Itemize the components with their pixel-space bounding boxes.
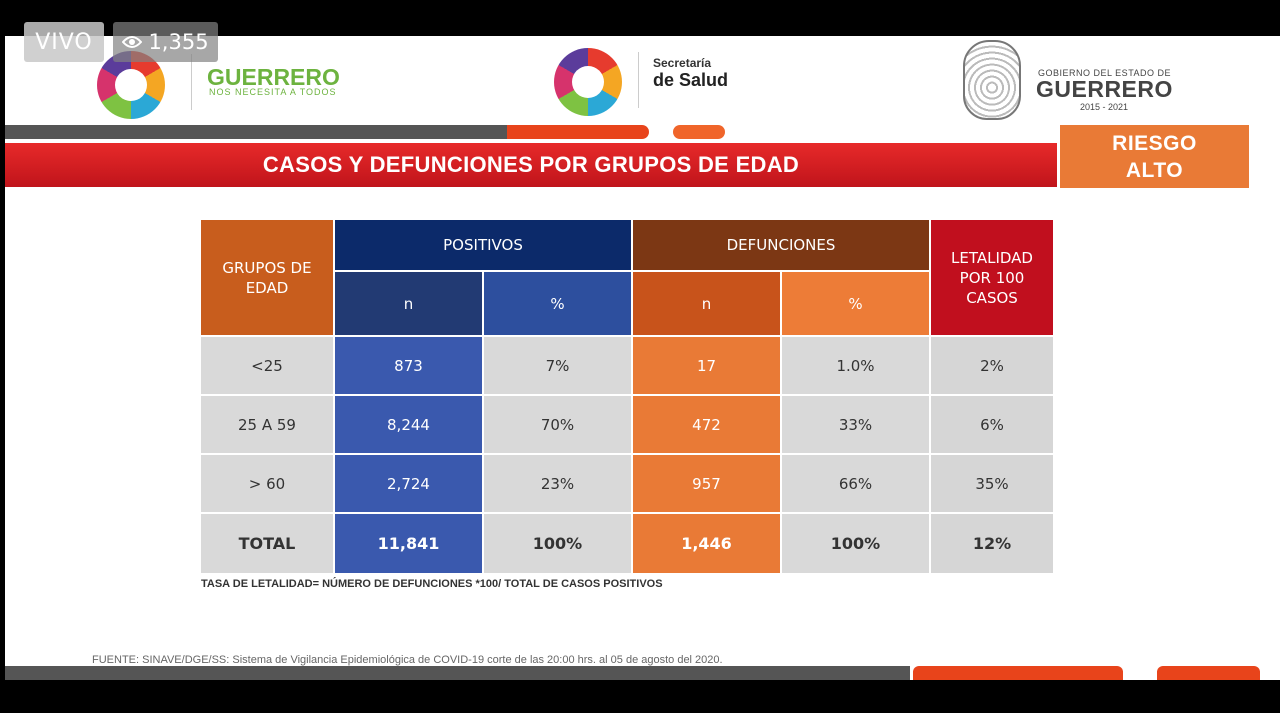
row-total-label: TOTAL xyxy=(201,514,333,573)
risk-badge: RIESGO ALTO xyxy=(1060,125,1249,188)
header-positivos-pct: % xyxy=(484,272,631,335)
header-bar xyxy=(5,125,507,139)
guerrero-logo-title: GUERRERO xyxy=(207,64,340,90)
salud-logo-icon xyxy=(554,48,622,116)
row-pos-pct: 70% xyxy=(484,396,631,453)
gobierno-line1: GOBIERNO DEL ESTADO DE xyxy=(1038,68,1172,78)
divider xyxy=(191,54,192,110)
risk-line2: ALTO xyxy=(1125,158,1184,182)
header-defunciones-n: n xyxy=(633,272,780,335)
row-letalidad: 35% xyxy=(931,455,1053,512)
footer-bar-accent xyxy=(913,666,1123,680)
guerrero-logo-icon xyxy=(97,51,165,119)
viewer-count: 1,355 xyxy=(148,30,209,54)
guerrero-logo-subtitle: NOS NECESITA A TODOS xyxy=(209,87,337,97)
row-pos-n: 8,244 xyxy=(335,396,482,453)
page-title: CASOS Y DEFUNCIONES POR GRUPOS DE EDAD xyxy=(262,152,800,177)
row-total-def-pct: 100% xyxy=(782,514,929,573)
row-total-letalidad: 12% xyxy=(931,514,1053,573)
risk-line1: RIESGO xyxy=(1112,131,1197,155)
footer-bar-accent xyxy=(1157,666,1260,680)
row-grupo: > 60 xyxy=(201,455,333,512)
lethality-note: TASA DE LETALIDAD= NÚMERO DE DEFUNCIONES… xyxy=(201,578,663,590)
row-def-pct: 1.0% xyxy=(782,337,929,394)
salud-line2: de Salud xyxy=(653,70,729,90)
header-grupos: GRUPOS DE EDAD xyxy=(201,220,333,335)
gobierno-years: 2015 - 2021 xyxy=(1080,102,1129,112)
row-def-n: 472 xyxy=(633,396,780,453)
row-grupo: 25 A 59 xyxy=(201,396,333,453)
slide: GUERRERO NOS NECESITA A TODOS Secretaría… xyxy=(5,36,1280,680)
header-bar-accent xyxy=(507,125,649,139)
header-letalidad: LETALIDAD POR 100 CASOS xyxy=(931,220,1053,335)
row-pos-n: 873 xyxy=(335,337,482,394)
live-label: VIVO xyxy=(35,29,93,55)
header-defunciones-pct: % xyxy=(782,272,929,335)
divider xyxy=(638,52,639,108)
title-band: CASOS Y DEFUNCIONES POR GRUPOS DE EDAD xyxy=(5,143,1057,187)
row-def-n: 957 xyxy=(633,455,780,512)
row-pos-n: 2,724 xyxy=(335,455,482,512)
row-total-pos-pct: 100% xyxy=(484,514,631,573)
header-defunciones: DEFUNCIONES xyxy=(633,220,929,270)
row-pos-pct: 7% xyxy=(484,337,631,394)
viewer-count-badge: 1,355 xyxy=(113,22,218,62)
row-total-def-n: 1,446 xyxy=(633,514,780,573)
row-def-pct: 33% xyxy=(782,396,929,453)
row-letalidad: 6% xyxy=(931,396,1053,453)
source-note: FUENTE: SINAVE/DGE/SS: Sistema de Vigila… xyxy=(92,654,723,666)
gobierno-line2: GUERRERO xyxy=(1036,76,1173,102)
row-pos-pct: 23% xyxy=(484,455,631,512)
footer-bar xyxy=(5,666,910,680)
row-def-pct: 66% xyxy=(782,455,929,512)
state-seal-icon xyxy=(963,40,1021,120)
row-total-pos-n: 11,841 xyxy=(335,514,482,573)
row-def-n: 17 xyxy=(633,337,780,394)
eye-icon xyxy=(122,36,143,48)
salud-line1: Secretaría xyxy=(653,56,712,70)
header-positivos: POSITIVOS xyxy=(335,220,631,270)
row-grupo: <25 xyxy=(201,337,333,394)
header-positivos-n: n xyxy=(335,272,482,335)
header-bar-accent xyxy=(673,125,725,139)
row-letalidad: 2% xyxy=(931,337,1053,394)
live-badge: VIVO xyxy=(24,22,104,62)
